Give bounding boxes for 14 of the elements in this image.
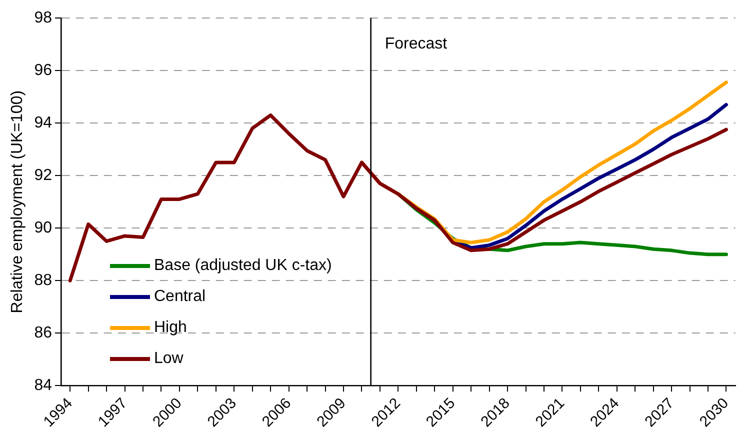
y-tick-label: 94 [34, 114, 52, 132]
y-axis-title: Relative employment (UK=100) [9, 90, 26, 314]
legend-label: Low [154, 349, 184, 369]
legend-label: Central [154, 287, 206, 307]
y-tick-label: 86 [34, 324, 52, 342]
y-tick-label: 96 [34, 62, 52, 79]
y-tick-label: 84 [34, 377, 52, 394]
legend-label: Base (adjusted UK c-tax) [154, 256, 332, 276]
ref-line-label: Forecast [384, 35, 448, 52]
y-tick-label: 88 [34, 272, 52, 290]
y-tick-label: 98 [34, 9, 52, 26]
legend-label: High [154, 318, 187, 338]
y-tick-label: 92 [34, 166, 52, 184]
y-tick-label: 90 [34, 220, 52, 237]
